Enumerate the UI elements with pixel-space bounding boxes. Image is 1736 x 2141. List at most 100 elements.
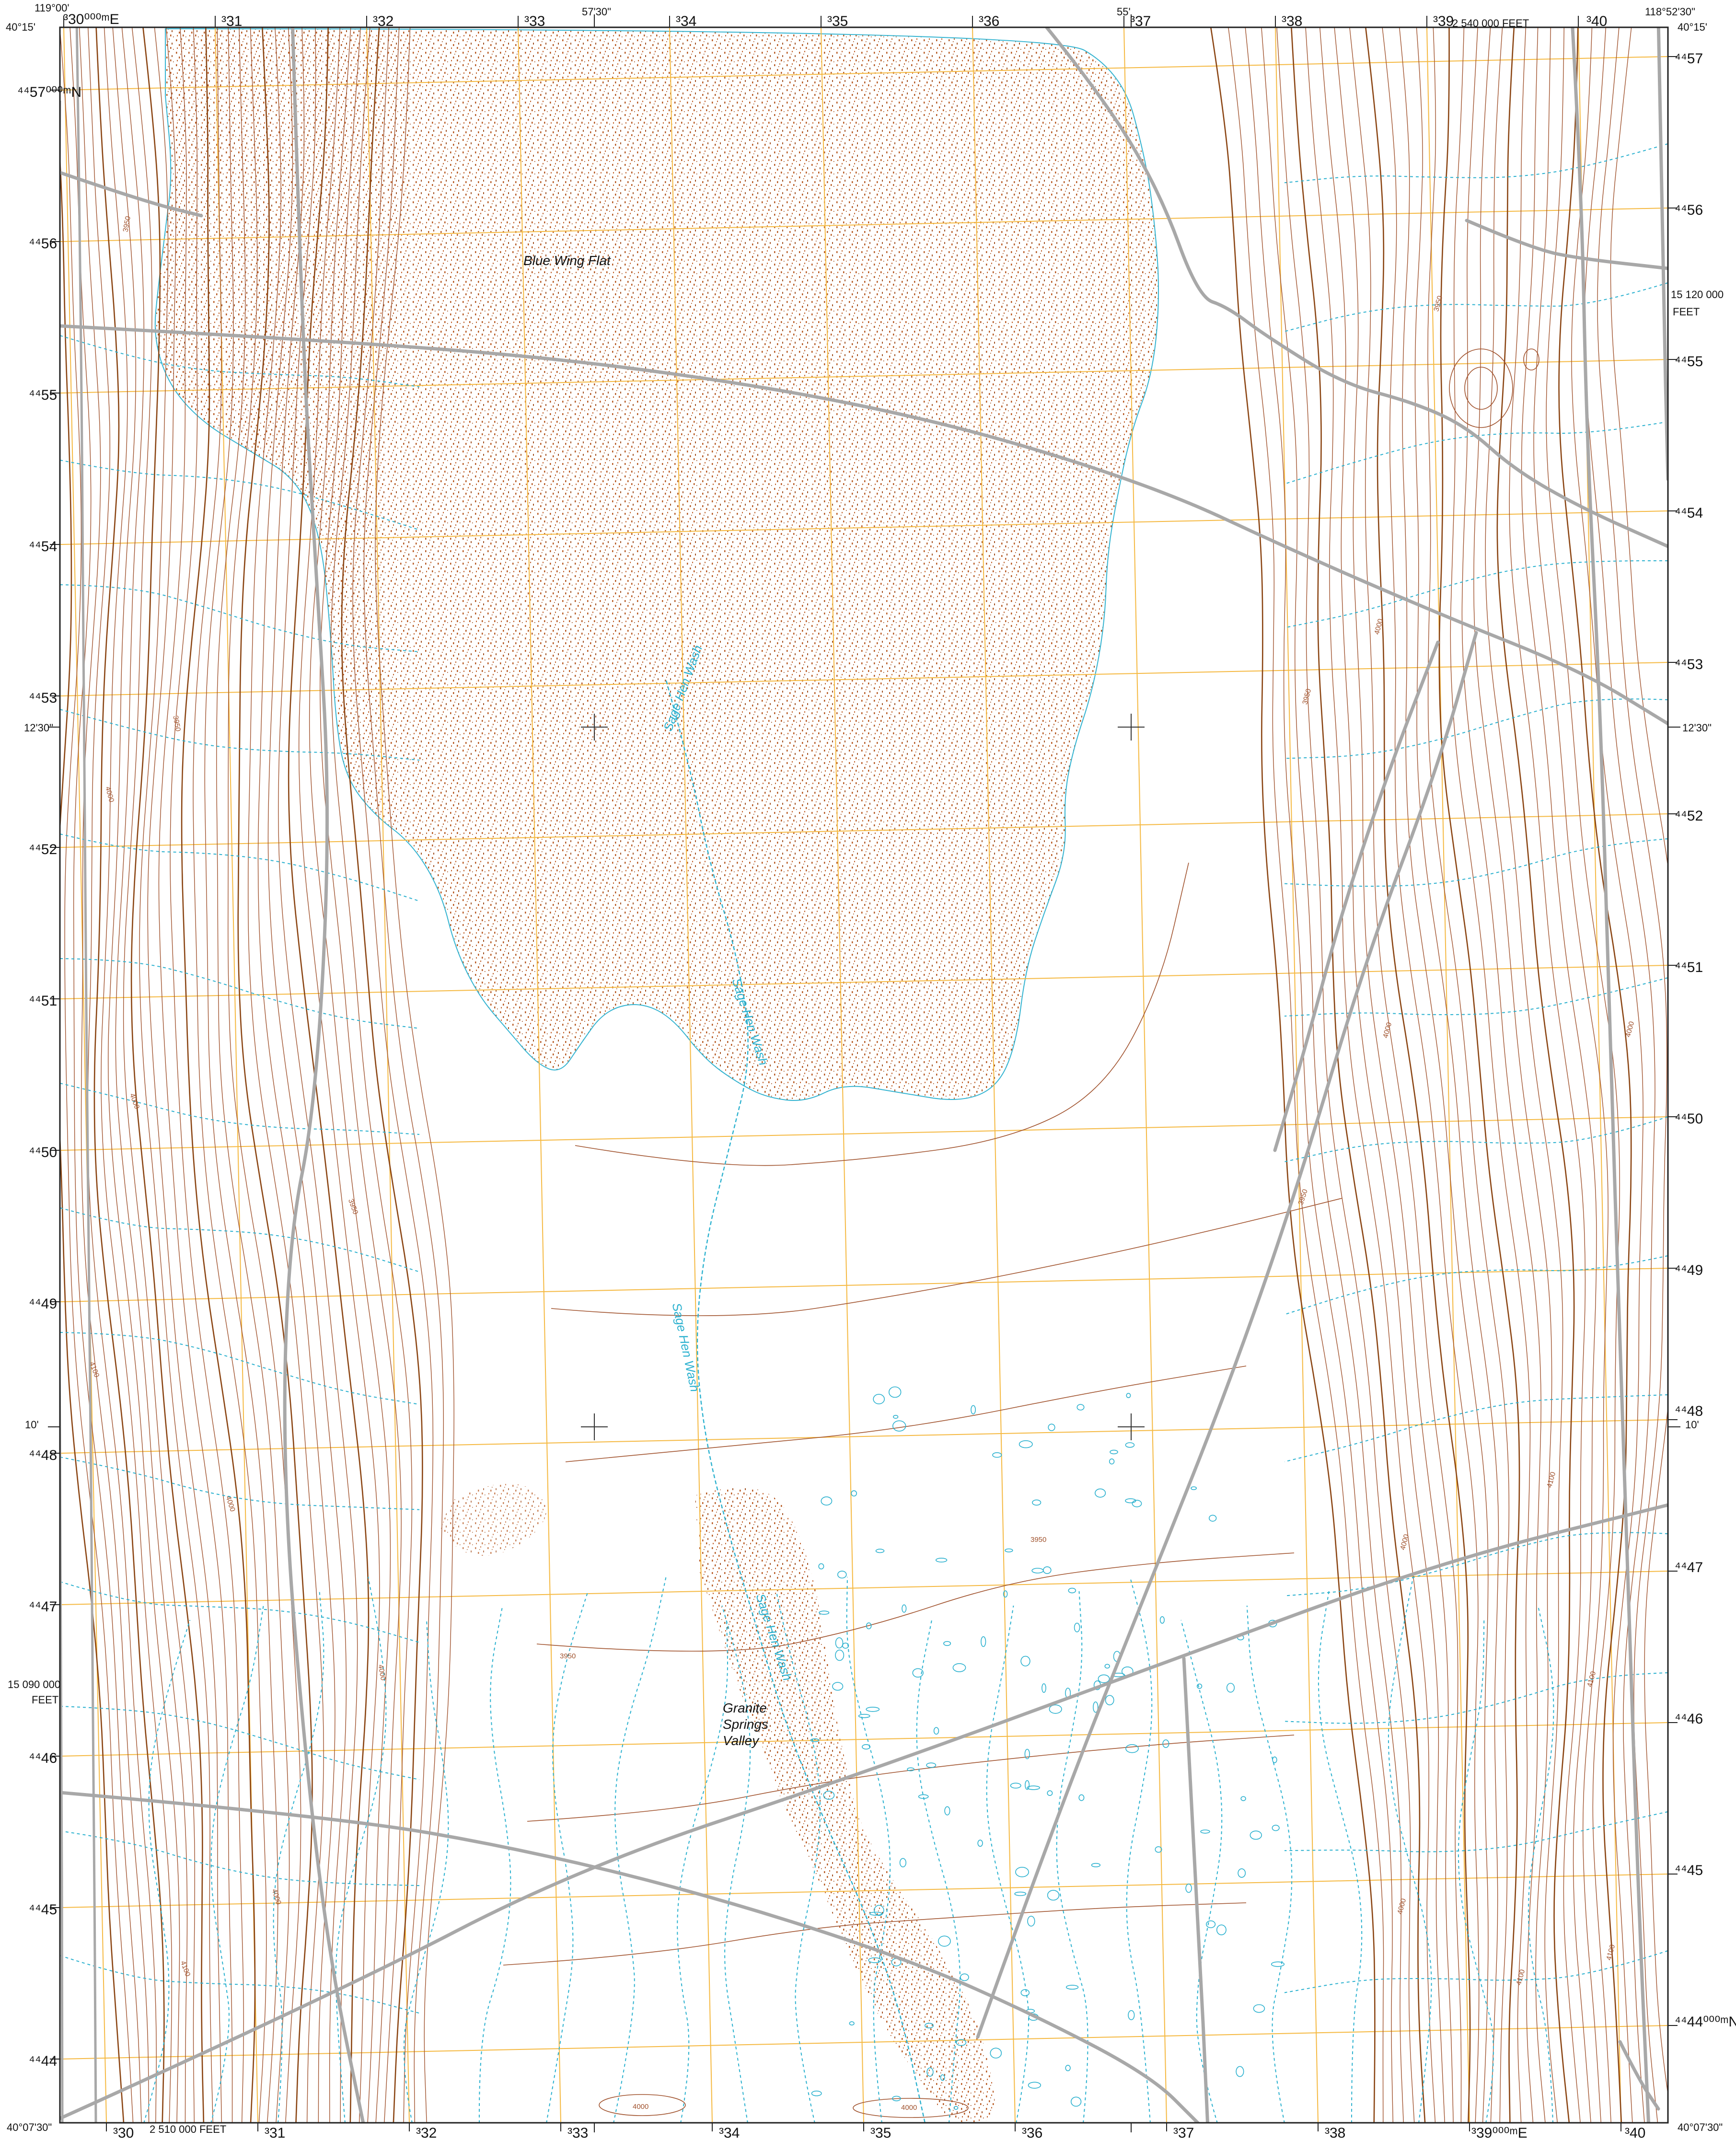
small-depression	[1074, 1622, 1080, 1632]
small-depression	[1196, 1683, 1203, 1689]
left-northing-54: ⁴⁴54	[29, 539, 58, 555]
top-easting-35: ³35	[827, 13, 848, 29]
small-depression	[810, 1738, 820, 1742]
small-depression	[938, 1935, 951, 1947]
top-mid-lon: 57'30"	[582, 6, 611, 18]
small-depression	[1065, 2065, 1071, 2072]
drainage-line	[60, 1207, 420, 1273]
left-state-plane-unit: FEET	[32, 1694, 59, 1706]
top-easting-33: ³33	[524, 13, 545, 29]
top-lon-55: 55'	[1117, 6, 1131, 18]
small-depression	[907, 1767, 914, 1771]
contour-line	[60, 27, 134, 2123]
drainage-line	[1458, 1620, 1494, 2123]
road-line	[1182, 1656, 1210, 2123]
drainage-line	[1284, 698, 1668, 759]
small-depression	[1200, 1829, 1210, 1834]
contour-line	[237, 27, 313, 2123]
road-line	[75, 27, 97, 2123]
small-depression	[956, 2039, 967, 2046]
drainage-line	[1284, 977, 1668, 1017]
small-depression	[869, 1911, 882, 1916]
small-depression	[977, 1840, 983, 1847]
left-first-northing: ⁴⁴57⁰⁰⁰ᵐN	[17, 84, 82, 100]
corner-top-left-lat: 40°15'	[6, 21, 35, 33]
small-depression	[888, 1386, 902, 1398]
drainage-line	[846, 1576, 891, 2123]
small-depression	[892, 1420, 906, 1432]
small-depression	[1159, 1616, 1165, 1624]
contour-line	[352, 27, 434, 2123]
small-depression	[823, 1791, 835, 1800]
left-lat-1230: 12'30"	[24, 722, 53, 734]
contour-line	[87, 27, 157, 2123]
map-edge-ticks	[48, 14, 1680, 2132]
left-state-plane: 15 090 000	[8, 1678, 61, 1690]
contour-line	[503, 1902, 1247, 1966]
contour-line	[1571, 27, 1643, 2123]
small-depression	[1024, 1748, 1030, 1759]
contour-line	[375, 27, 454, 2123]
small-depression	[1010, 1782, 1021, 1789]
contour-line	[147, 27, 222, 2123]
grid-line-horizontal	[60, 208, 1668, 242]
left-lat-10: 10'	[25, 1419, 39, 1431]
small-depression	[832, 1682, 844, 1691]
contour-line	[536, 1552, 1295, 1652]
contour-line	[1546, 27, 1620, 2123]
contour-line	[1509, 27, 1586, 2123]
grid-line-horizontal	[60, 1268, 1668, 1302]
small-depression	[926, 1762, 937, 1768]
small-depression	[893, 1415, 899, 1419]
drainage-line	[60, 335, 420, 387]
drainage-line	[143, 1620, 191, 2123]
small-depression	[1185, 1884, 1192, 1893]
right-lat-1230: 12'30"	[1682, 722, 1712, 734]
left-northing-50: ⁴⁴50	[29, 1145, 58, 1160]
small-depression	[1125, 1744, 1139, 1753]
drainage-line	[986, 1605, 1030, 2123]
small-depression	[1014, 1891, 1027, 1896]
blue-wing-flat-area	[154, 28, 1159, 1101]
drainage-line	[1284, 1116, 1668, 1162]
drainage-line	[916, 1620, 961, 2123]
drainage-line	[1284, 1672, 1668, 1724]
small-depression	[1078, 1794, 1085, 1801]
small-depression	[819, 1610, 830, 1615]
small-depression	[1047, 1790, 1053, 1796]
drainage-line	[335, 1576, 387, 2123]
bottom-easting-31: ³31	[265, 2125, 286, 2141]
contour-line	[1558, 27, 1632, 2123]
small-depression	[1020, 1655, 1030, 1667]
contour-line	[93, 27, 165, 2123]
small-depression	[1049, 1704, 1062, 1714]
top-easting-40: ³40	[1586, 13, 1608, 29]
small-depression	[1105, 1695, 1114, 1705]
small-depression	[874, 1905, 884, 1916]
drainage-line	[1284, 1394, 1668, 1462]
drainage-line	[1284, 838, 1668, 887]
small-depression	[1216, 1924, 1227, 1935]
contour-line	[1210, 27, 1376, 2123]
drainage-line	[1284, 1811, 1668, 1852]
contour-line	[1473, 27, 1552, 2123]
contour-line	[60, 150, 125, 2123]
contour-line	[278, 27, 358, 2123]
grid-line-vertical	[366, 27, 410, 2123]
right-northing-57: ⁴⁴57	[1675, 51, 1703, 67]
right-lat-10: 10'	[1685, 1419, 1699, 1431]
elev-label: 4000	[901, 2104, 917, 2112]
right-last-northing: ⁴⁴44⁰⁰⁰ᵐN	[1675, 2014, 1736, 2030]
small-depression	[1005, 1548, 1013, 1552]
right-northing-47: ⁴⁴47	[1675, 1560, 1703, 1575]
top-easting-37: ³37	[1130, 13, 1151, 29]
bottom-state-plane: 2 510 000 FEET	[150, 2123, 227, 2135]
drainage-line	[60, 709, 420, 761]
small-depression	[821, 1496, 833, 1506]
small-depression	[858, 1713, 870, 1718]
small-depression	[1095, 1488, 1106, 1498]
small-depression	[1132, 1500, 1142, 1507]
drainage-line	[1056, 1591, 1088, 2123]
drainage-line	[1246, 1605, 1293, 2123]
